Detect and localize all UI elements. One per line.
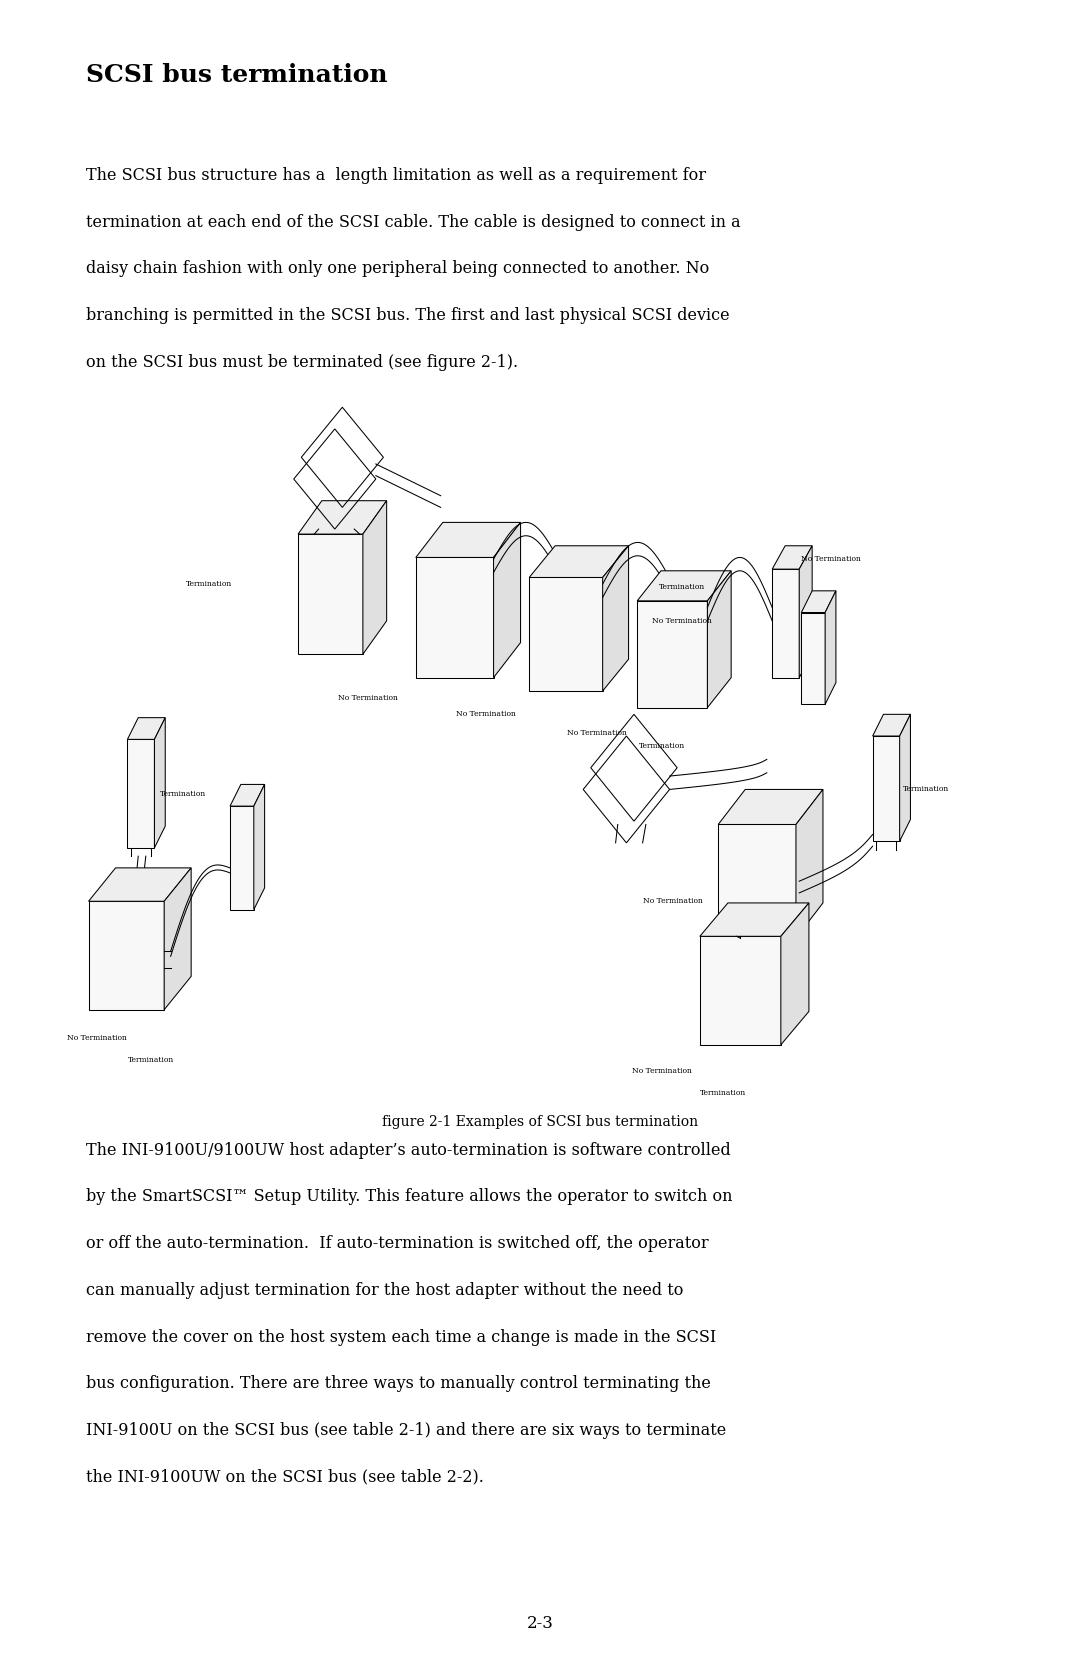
Polygon shape bbox=[416, 522, 521, 557]
Polygon shape bbox=[825, 591, 836, 704]
Polygon shape bbox=[873, 714, 910, 736]
Polygon shape bbox=[801, 613, 825, 704]
Polygon shape bbox=[700, 936, 781, 1045]
Polygon shape bbox=[154, 718, 165, 848]
Text: daisy chain fashion with only one peripheral being connected to another. No: daisy chain fashion with only one periph… bbox=[86, 260, 710, 277]
Text: No Termination: No Termination bbox=[632, 1068, 691, 1075]
Text: Termination: Termination bbox=[186, 581, 232, 587]
Polygon shape bbox=[799, 546, 812, 678]
Polygon shape bbox=[230, 784, 265, 806]
Polygon shape bbox=[89, 901, 164, 1010]
Text: termination at each end of the SCSI cable. The cable is designed to connect in a: termination at each end of the SCSI cabl… bbox=[86, 214, 741, 230]
Polygon shape bbox=[254, 784, 265, 910]
Polygon shape bbox=[772, 546, 812, 569]
Text: Termination: Termination bbox=[903, 786, 949, 793]
Text: Termination: Termination bbox=[160, 791, 206, 798]
Polygon shape bbox=[900, 714, 910, 841]
Text: SCSI bus termination: SCSI bus termination bbox=[86, 63, 388, 87]
Text: can manually adjust termination for the host adapter without the need to: can manually adjust termination for the … bbox=[86, 1282, 684, 1298]
Text: No Termination: No Termination bbox=[643, 898, 702, 905]
Polygon shape bbox=[603, 546, 629, 691]
Text: bus configuration. There are three ways to manually control terminating the: bus configuration. There are three ways … bbox=[86, 1375, 712, 1392]
Polygon shape bbox=[363, 501, 387, 654]
Text: the INI-9100UW on the SCSI bus (see table 2-2).: the INI-9100UW on the SCSI bus (see tabl… bbox=[86, 1469, 484, 1485]
Text: Termination: Termination bbox=[127, 1056, 174, 1063]
Text: or off the auto-termination.  If auto-termination is switched off, the operator: or off the auto-termination. If auto-ter… bbox=[86, 1235, 710, 1252]
Text: No Termination: No Termination bbox=[652, 618, 712, 624]
Polygon shape bbox=[494, 522, 521, 678]
Text: Termination: Termination bbox=[659, 584, 705, 591]
Text: on the SCSI bus must be terminated (see figure 2-1).: on the SCSI bus must be terminated (see … bbox=[86, 354, 518, 371]
Polygon shape bbox=[873, 736, 900, 841]
Polygon shape bbox=[230, 806, 254, 910]
Text: The SCSI bus structure has a  length limitation as well as a requirement for: The SCSI bus structure has a length limi… bbox=[86, 167, 706, 184]
Polygon shape bbox=[529, 577, 603, 691]
Polygon shape bbox=[718, 789, 823, 824]
Polygon shape bbox=[700, 903, 809, 936]
Text: No Termination: No Termination bbox=[456, 711, 515, 718]
Polygon shape bbox=[801, 591, 836, 613]
Polygon shape bbox=[707, 571, 731, 708]
Polygon shape bbox=[127, 739, 154, 848]
Polygon shape bbox=[298, 534, 363, 654]
Polygon shape bbox=[89, 868, 191, 901]
Text: branching is permitted in the SCSI bus. The first and last physical SCSI device: branching is permitted in the SCSI bus. … bbox=[86, 307, 730, 324]
Polygon shape bbox=[781, 903, 809, 1045]
Text: figure 2-1 Examples of SCSI bus termination: figure 2-1 Examples of SCSI bus terminat… bbox=[382, 1115, 698, 1128]
Polygon shape bbox=[637, 571, 731, 601]
Polygon shape bbox=[718, 824, 796, 938]
Text: No Termination: No Termination bbox=[338, 694, 397, 701]
Text: No Termination: No Termination bbox=[67, 1035, 126, 1041]
Text: The INI-9100U/9100UW host adapter’s auto-termination is software controlled: The INI-9100U/9100UW host adapter’s auto… bbox=[86, 1142, 731, 1158]
Polygon shape bbox=[772, 569, 799, 678]
Polygon shape bbox=[164, 868, 191, 1010]
Text: Termination: Termination bbox=[700, 1090, 746, 1097]
Text: Termination: Termination bbox=[639, 743, 686, 749]
Polygon shape bbox=[298, 501, 387, 534]
Text: No Termination: No Termination bbox=[801, 556, 861, 562]
Polygon shape bbox=[529, 546, 629, 577]
Polygon shape bbox=[416, 557, 494, 678]
Text: INI-9100U on the SCSI bus (see table 2-1) and there are six ways to terminate: INI-9100U on the SCSI bus (see table 2-1… bbox=[86, 1422, 727, 1439]
Text: by the SmartSCSI™ Setup Utility. This feature allows the operator to switch on: by the SmartSCSI™ Setup Utility. This fe… bbox=[86, 1188, 733, 1205]
Text: 2-3: 2-3 bbox=[527, 1616, 553, 1632]
Polygon shape bbox=[796, 789, 823, 938]
Polygon shape bbox=[637, 601, 707, 708]
Text: No Termination: No Termination bbox=[567, 729, 626, 736]
Polygon shape bbox=[127, 718, 165, 739]
Text: remove the cover on the host system each time a change is made in the SCSI: remove the cover on the host system each… bbox=[86, 1329, 717, 1345]
